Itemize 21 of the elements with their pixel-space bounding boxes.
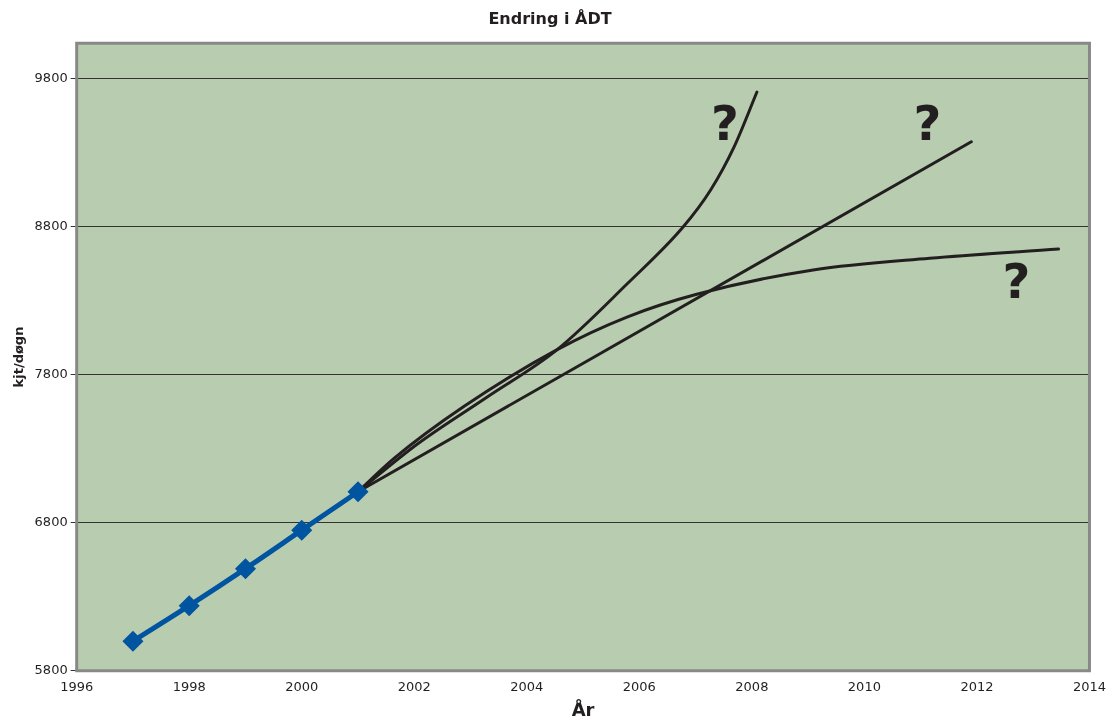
annotation: ? <box>711 94 739 151</box>
x-tick-label: 2000 <box>285 678 319 694</box>
x-tick-label: 2014 <box>1072 678 1106 694</box>
chart-title: Endring i ÅDT <box>488 8 612 28</box>
x-tick-label: 2006 <box>622 678 656 694</box>
x-tick-label: 2010 <box>847 678 881 694</box>
annotation: ? <box>913 95 942 152</box>
y-tick-label: 5800 <box>34 662 68 678</box>
y-axis-title: kjt/døgn <box>11 326 27 388</box>
x-axis-title: År <box>571 697 595 720</box>
x-tick-label: 1996 <box>60 678 94 694</box>
annotation: ? <box>1002 252 1031 309</box>
x-tick-label: 2004 <box>510 678 544 694</box>
x-tick-label: 1998 <box>172 678 206 694</box>
y-tick-label: 9800 <box>34 70 68 86</box>
y-tick-label: 8800 <box>34 218 68 234</box>
x-tick-label: 2012 <box>960 678 994 694</box>
y-tick-label: 6800 <box>34 514 68 530</box>
y-tick-label: 7800 <box>34 366 68 382</box>
x-tick-label: 2008 <box>735 678 769 694</box>
x-tick-label: 2002 <box>397 678 431 694</box>
